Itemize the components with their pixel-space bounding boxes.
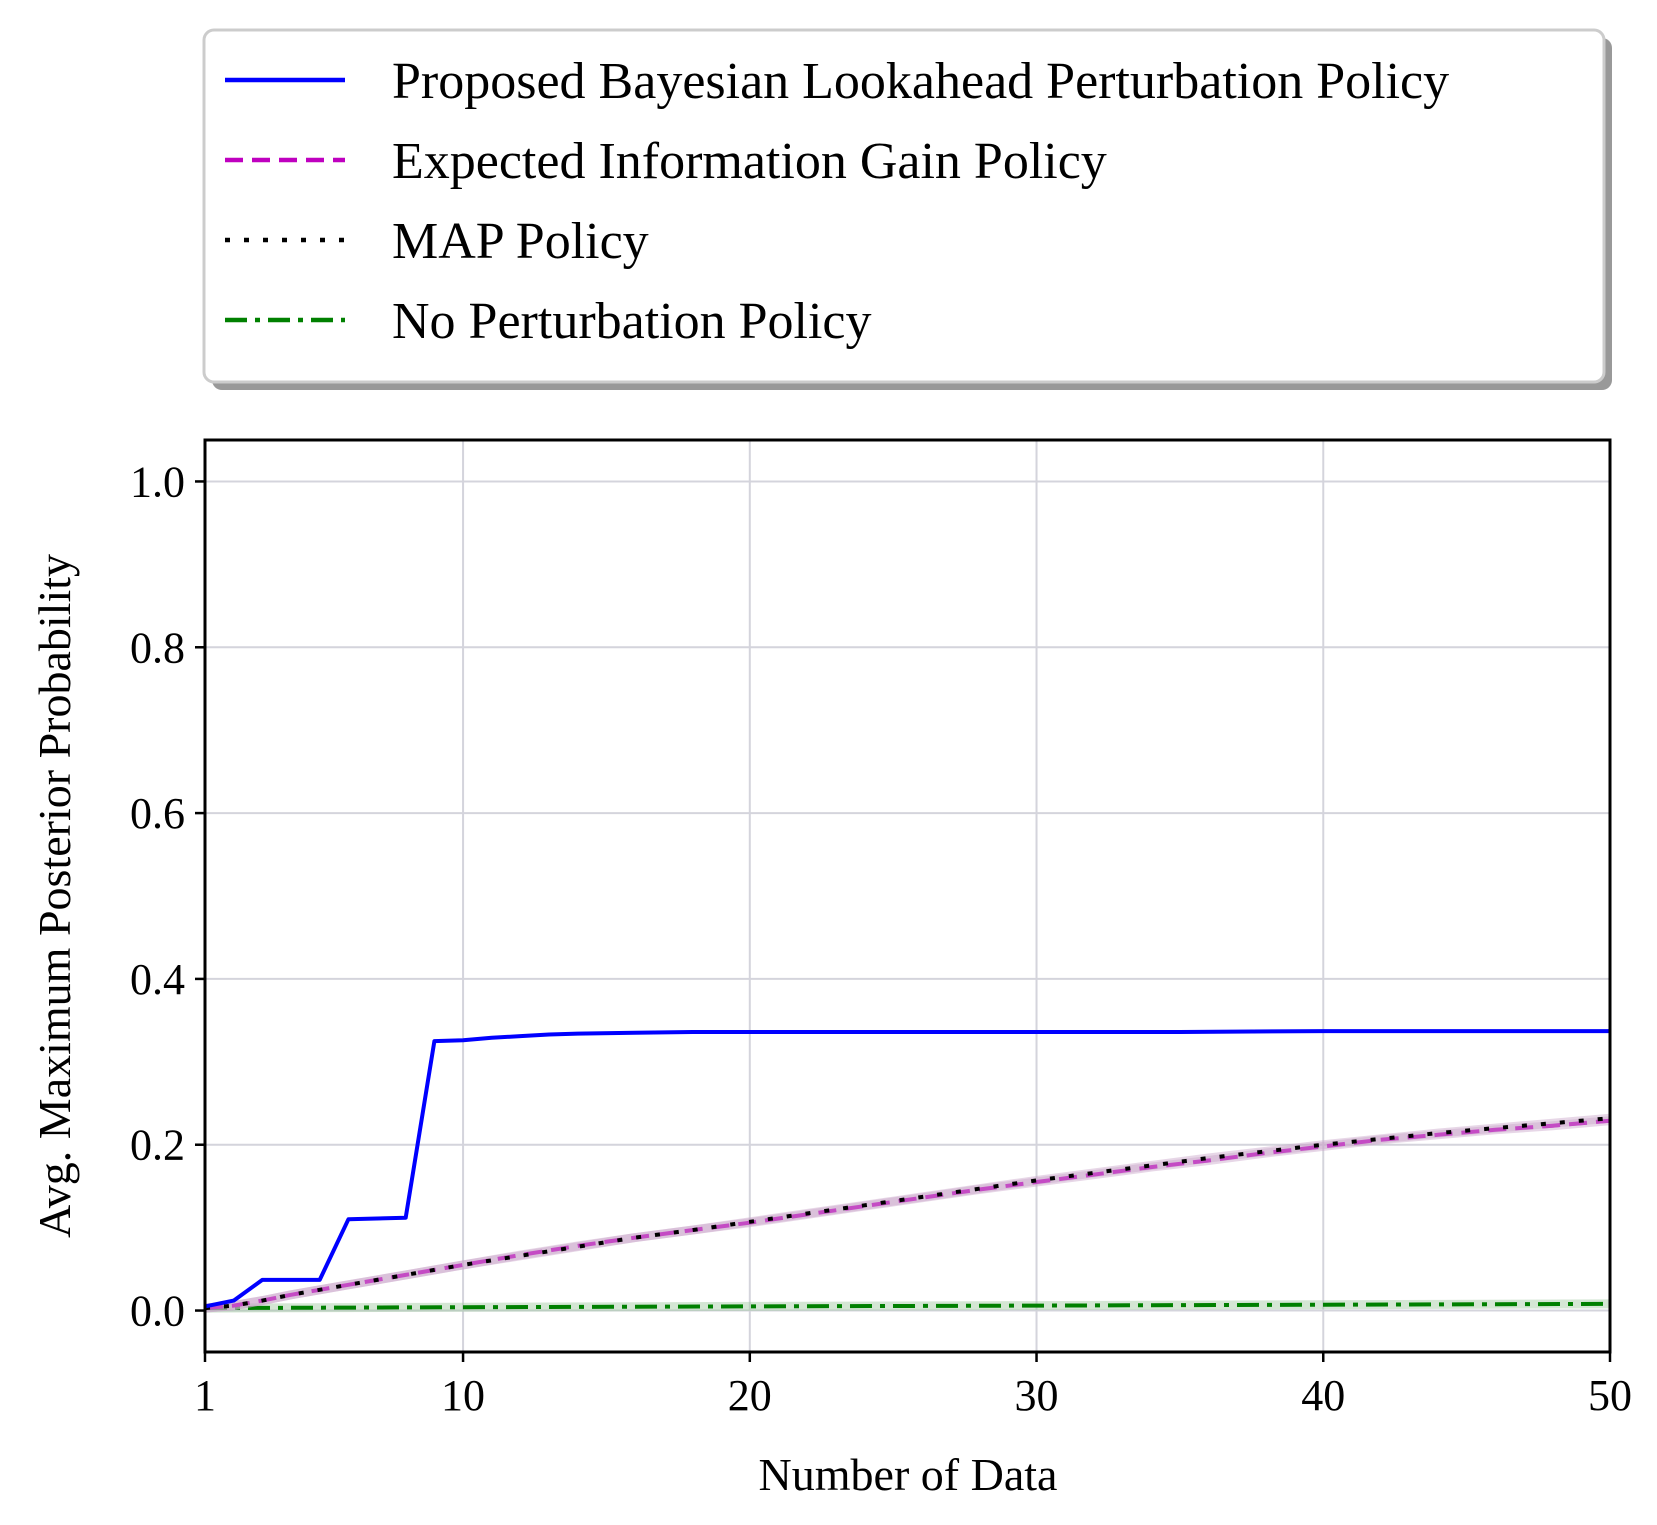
ticks: 1 10 20 30 40 50 0.0 0.2 0.4 0.6 0.8 1.0 xyxy=(130,457,1632,1420)
x-axis-title: Number of Data xyxy=(759,1449,1058,1500)
legend-label-0: Proposed Bayesian Lookahead Perturbation… xyxy=(392,53,1449,110)
y-tick-label-2: 0.4 xyxy=(130,955,185,1004)
y-tick-label-5: 1.0 xyxy=(130,457,185,506)
legend-label-2: MAP Policy xyxy=(392,213,649,270)
y-tick-label-4: 0.8 xyxy=(130,623,185,672)
y-tick-label-3: 0.6 xyxy=(130,789,185,838)
x-tick-label-2: 20 xyxy=(728,1371,772,1420)
plot-frame xyxy=(203,438,1612,1354)
plot-background xyxy=(205,440,1610,1352)
x-tick-label-3: 30 xyxy=(1015,1371,1059,1420)
series-line-3 xyxy=(204,1301,1611,1311)
y-tick-label-0: 0.0 xyxy=(130,1287,185,1336)
series-lines xyxy=(204,1029,1611,1313)
x-tick-label-1: 10 xyxy=(441,1371,485,1420)
y-axis-title: Avg. Maximum Posterior Probability xyxy=(29,554,80,1238)
x-tick-label-0: 1 xyxy=(194,1371,216,1420)
legend-entries: Proposed Bayesian Lookahead Perturbation… xyxy=(225,53,1449,350)
series-line-0 xyxy=(204,1029,1610,1309)
x-tick-label-5: 50 xyxy=(1588,1371,1632,1420)
legend-box xyxy=(202,28,1606,384)
series-line-2 xyxy=(204,1116,1611,1311)
plot-area: 1 10 20 30 40 50 0.0 0.2 0.4 0.6 0.8 1.0 xyxy=(130,438,1632,1420)
legend-label-1: Expected Information Gain Policy xyxy=(392,133,1107,190)
x-tick-label-4: 40 xyxy=(1301,1371,1345,1420)
legend-label-3: No Perturbation Policy xyxy=(392,293,872,350)
y-tick-label-1: 0.2 xyxy=(130,1121,185,1170)
grid xyxy=(204,440,1611,1352)
legend: Proposed Bayesian Lookahead Perturbation… xyxy=(202,28,1612,390)
series-line-1 xyxy=(204,1118,1611,1311)
